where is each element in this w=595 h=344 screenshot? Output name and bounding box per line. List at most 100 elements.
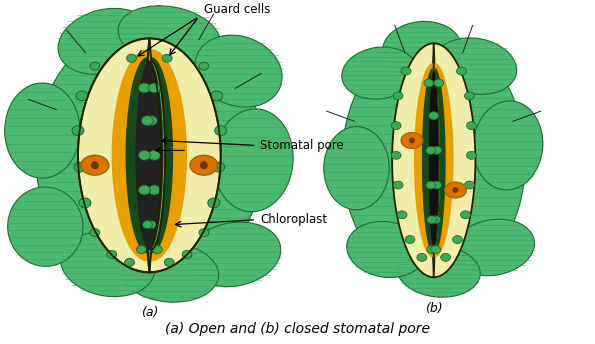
Ellipse shape — [391, 122, 401, 130]
Ellipse shape — [431, 216, 441, 224]
Ellipse shape — [142, 116, 154, 126]
Ellipse shape — [347, 222, 425, 278]
Text: Chloroplast: Chloroplast — [261, 213, 327, 226]
Ellipse shape — [152, 246, 162, 254]
Ellipse shape — [426, 181, 436, 189]
Ellipse shape — [107, 250, 117, 258]
Ellipse shape — [91, 161, 99, 169]
Ellipse shape — [74, 162, 86, 172]
Ellipse shape — [453, 236, 462, 244]
Ellipse shape — [208, 198, 220, 208]
Ellipse shape — [429, 112, 439, 120]
Ellipse shape — [473, 101, 543, 190]
Ellipse shape — [120, 242, 218, 302]
Polygon shape — [434, 43, 475, 277]
Ellipse shape — [200, 161, 208, 169]
Ellipse shape — [148, 185, 160, 195]
Text: (b): (b) — [425, 302, 443, 315]
Ellipse shape — [211, 91, 223, 101]
Ellipse shape — [405, 236, 415, 244]
Ellipse shape — [426, 147, 436, 154]
Polygon shape — [151, 49, 187, 261]
Ellipse shape — [199, 229, 209, 237]
Ellipse shape — [76, 91, 88, 101]
Ellipse shape — [456, 67, 466, 75]
Ellipse shape — [429, 112, 439, 120]
Ellipse shape — [148, 83, 160, 93]
Ellipse shape — [127, 54, 136, 62]
Ellipse shape — [465, 181, 474, 189]
Text: Stomatal pore: Stomatal pore — [261, 139, 344, 152]
Ellipse shape — [466, 151, 477, 159]
Ellipse shape — [466, 122, 477, 130]
Ellipse shape — [324, 127, 389, 210]
Polygon shape — [422, 68, 438, 252]
Ellipse shape — [391, 151, 401, 159]
Ellipse shape — [429, 71, 439, 249]
Ellipse shape — [136, 246, 146, 254]
Ellipse shape — [417, 254, 427, 261]
Ellipse shape — [434, 38, 516, 94]
Ellipse shape — [452, 219, 534, 276]
Ellipse shape — [182, 250, 192, 258]
Ellipse shape — [427, 246, 437, 254]
Text: (a) Open and (b) closed stomatal pore: (a) Open and (b) closed stomatal pore — [164, 322, 430, 336]
Polygon shape — [78, 39, 161, 272]
Ellipse shape — [213, 162, 225, 172]
Ellipse shape — [409, 138, 415, 143]
Ellipse shape — [79, 198, 91, 208]
Ellipse shape — [124, 258, 134, 266]
Ellipse shape — [383, 21, 462, 77]
Ellipse shape — [393, 181, 403, 189]
Ellipse shape — [146, 221, 156, 229]
Ellipse shape — [215, 126, 227, 136]
Ellipse shape — [424, 79, 434, 87]
Ellipse shape — [397, 245, 480, 297]
Ellipse shape — [90, 62, 100, 70]
Text: (a): (a) — [140, 306, 158, 319]
Ellipse shape — [195, 35, 282, 107]
Ellipse shape — [139, 185, 151, 195]
Ellipse shape — [432, 147, 441, 154]
Ellipse shape — [441, 254, 450, 261]
Ellipse shape — [145, 116, 157, 126]
Ellipse shape — [61, 232, 155, 297]
Ellipse shape — [5, 83, 80, 178]
Ellipse shape — [8, 187, 83, 266]
Ellipse shape — [453, 187, 459, 193]
Ellipse shape — [35, 22, 264, 289]
Ellipse shape — [393, 92, 403, 100]
Ellipse shape — [431, 246, 441, 254]
Ellipse shape — [434, 79, 444, 87]
Ellipse shape — [401, 132, 423, 148]
Polygon shape — [414, 63, 438, 257]
Text: Guard cells: Guard cells — [204, 3, 270, 16]
Ellipse shape — [401, 67, 411, 75]
Ellipse shape — [444, 182, 466, 198]
Polygon shape — [435, 68, 446, 252]
Polygon shape — [149, 39, 221, 272]
Ellipse shape — [397, 211, 407, 219]
Ellipse shape — [58, 8, 152, 74]
Ellipse shape — [81, 155, 109, 175]
Polygon shape — [392, 43, 438, 277]
Polygon shape — [112, 49, 161, 261]
Ellipse shape — [136, 61, 163, 249]
Ellipse shape — [139, 150, 151, 160]
Polygon shape — [126, 57, 161, 254]
Ellipse shape — [465, 92, 474, 100]
Ellipse shape — [142, 221, 152, 229]
Ellipse shape — [90, 229, 100, 237]
Ellipse shape — [186, 222, 281, 287]
Polygon shape — [435, 63, 453, 257]
Ellipse shape — [162, 54, 172, 62]
Ellipse shape — [164, 258, 174, 266]
Ellipse shape — [342, 47, 416, 99]
Ellipse shape — [342, 34, 525, 287]
Ellipse shape — [427, 216, 437, 224]
Polygon shape — [151, 57, 173, 254]
Ellipse shape — [72, 126, 84, 136]
Ellipse shape — [199, 62, 209, 70]
Ellipse shape — [190, 155, 218, 175]
Ellipse shape — [118, 6, 220, 67]
